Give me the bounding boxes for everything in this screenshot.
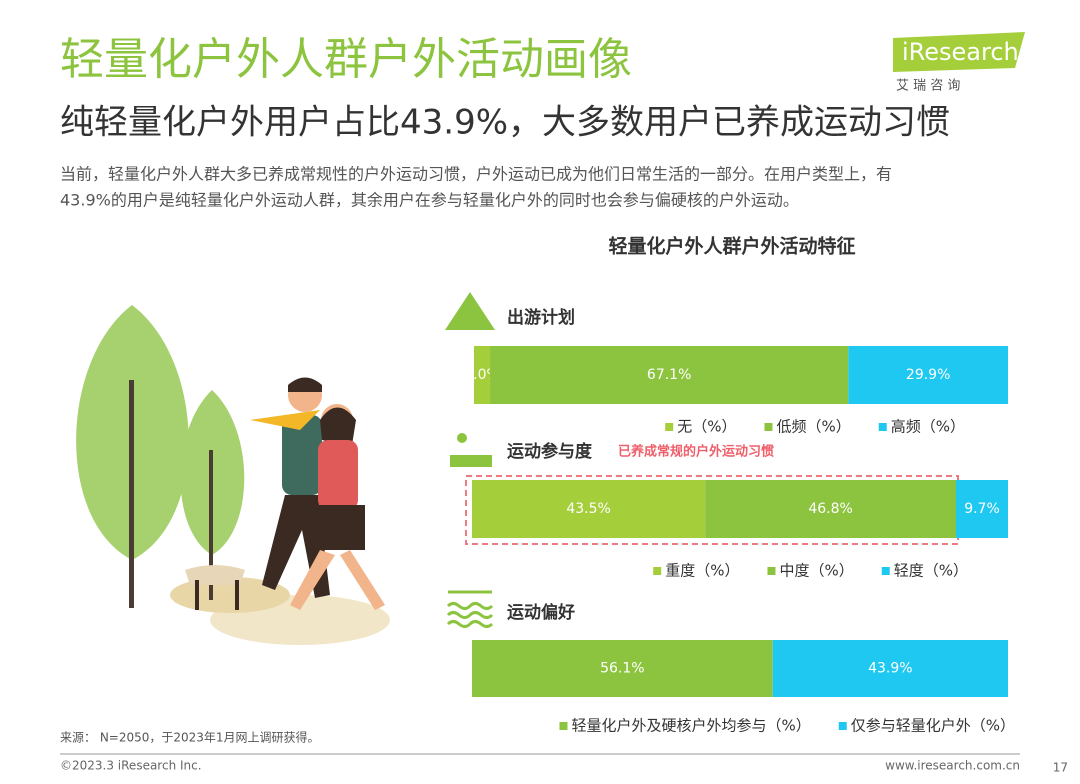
bar-segment	[490, 346, 849, 404]
panel-title: 轻量化户外人群户外活动特征	[608, 235, 855, 258]
title: 轻量化户外人群户外活动画像	[60, 34, 632, 85]
legend-label: 轻量化户外及硬核户外均参与（%）	[571, 717, 810, 735]
annotation: 已养成常规的户外运动习惯	[618, 444, 774, 460]
bar-segment	[956, 480, 1008, 538]
value-label: 43.5%	[566, 501, 610, 517]
legend-swatch	[665, 423, 674, 431]
legend-swatch	[653, 567, 662, 575]
logo: iResearch	[902, 38, 1019, 66]
source: 来源： N=2050，于2023年1月网上调研获得。	[60, 730, 320, 745]
icon-waves	[446, 590, 494, 628]
value-label: 67.1%	[647, 367, 691, 383]
legend-label: 轻度（%）	[894, 562, 968, 580]
icon-tent	[445, 292, 495, 330]
bar-segment	[705, 480, 957, 538]
subtitle: 纯轻量化户外用户占比43.9%，大多数用户已养成运动习惯	[60, 103, 950, 143]
section-title: 运动偏好	[507, 602, 575, 623]
section-title: 出游计划	[507, 307, 575, 328]
legend-swatch	[881, 567, 890, 575]
legend-label: 重度（%）	[665, 562, 739, 580]
body-text: 当前，轻量化户外人群大多已养成常规性的户外运动习惯，户外运动已成为他们日常生活的…	[60, 165, 892, 184]
value-label: 46.8%	[808, 501, 852, 517]
legend-label: 高频（%）	[891, 418, 965, 436]
legend-swatch	[559, 722, 568, 730]
legend-label: 无（%）	[677, 418, 736, 436]
bar-segment	[772, 640, 1008, 697]
legend-swatch	[878, 423, 887, 431]
legend-swatch	[764, 423, 773, 431]
illustration	[76, 305, 390, 645]
url: www.iresearch.com.cn	[885, 759, 1020, 773]
copyright: ©2023.3 iResearch Inc.	[60, 759, 202, 773]
section-title: 运动参与度	[507, 441, 593, 462]
bar-segment	[848, 346, 1008, 404]
bar-segment	[474, 346, 491, 404]
body-text: 43.9%的用户是纯轻量化户外运动人群，其余用户在参与轻量化户外的同时也会参与偏…	[60, 191, 799, 210]
legend-label: 中度（%）	[779, 562, 853, 580]
legend-label: 低频（%）	[776, 418, 850, 436]
value-label: 29.9%	[906, 367, 950, 383]
logo-bg	[893, 32, 1025, 72]
page-number: 17	[1053, 761, 1068, 775]
bar-segment	[472, 640, 773, 697]
value-label: 9.7%	[964, 501, 1000, 517]
legend-label: 仅参与轻量化户外（%）	[851, 717, 1015, 735]
value-label: 43.9%	[868, 661, 912, 677]
legend-swatch	[767, 567, 776, 575]
icon-hiker	[457, 433, 467, 443]
icon-hiker	[450, 455, 492, 467]
logo-cn: 艾 瑞 咨 询	[896, 79, 960, 94]
legend-swatch	[838, 722, 847, 730]
bar-segment	[472, 480, 706, 538]
value-label: 56.1%	[600, 661, 644, 677]
